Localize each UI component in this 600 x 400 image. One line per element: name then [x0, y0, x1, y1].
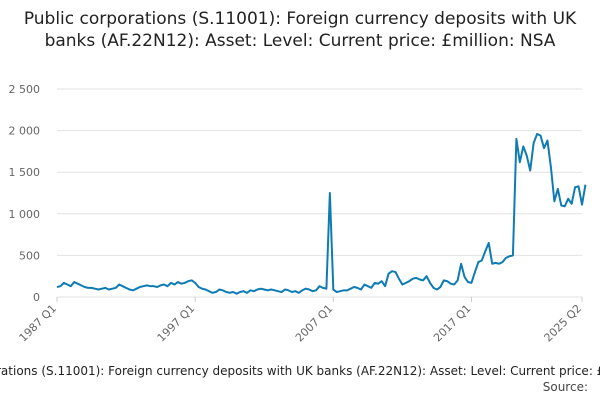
y-tick-label: 2 000 — [9, 125, 41, 138]
x-tick-label: 2007 Q1 — [293, 302, 336, 345]
x-tick-label: 2025 Q2 — [542, 302, 585, 345]
x-tick-label: 1987 Q1 — [17, 302, 60, 345]
x-tick-label: 1997 Q1 — [155, 302, 198, 345]
y-tick-label: 0 — [33, 291, 40, 304]
source: Source: — [543, 380, 588, 394]
x-tick-label: 2017 Q1 — [431, 302, 474, 345]
y-tick-label: 1 500 — [9, 166, 41, 179]
chart-title: Public corporations (S.11001): Foreign c… — [23, 9, 577, 51]
data-line — [56, 132, 587, 295]
legend-entry: Public corporations (S.11001): Foreign c… — [0, 364, 600, 378]
y-tick-label: 1 000 — [9, 208, 41, 221]
y-tick-label: 2 500 — [9, 83, 41, 96]
y-tick-label: 500 — [19, 249, 40, 262]
